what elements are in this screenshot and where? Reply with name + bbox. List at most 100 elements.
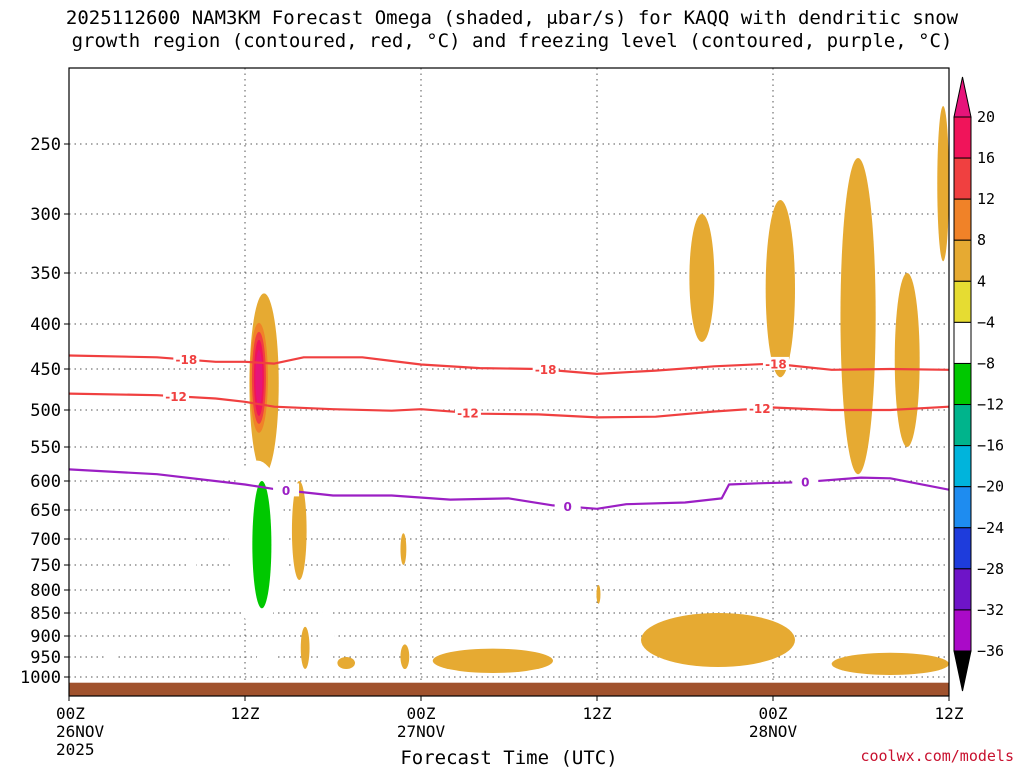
omega-region xyxy=(382,340,397,429)
omega-region xyxy=(894,273,920,447)
omega-region xyxy=(596,585,601,604)
contour-label-bg xyxy=(792,474,819,488)
colorbar-swatch xyxy=(953,609,972,652)
colorbar-tick-label: −12 xyxy=(977,396,1004,414)
colorbar-swatch xyxy=(953,280,972,323)
y-tick-label: 400 xyxy=(30,315,61,335)
colorbar-tick-label: −16 xyxy=(977,437,1004,455)
x-axis-label: Forecast Time (UTC) xyxy=(400,747,617,768)
contour-label-bg xyxy=(532,362,559,376)
x-tick-label: 12Z xyxy=(935,704,964,723)
omega-region xyxy=(689,214,715,342)
y-tick-label: 350 xyxy=(30,264,61,284)
omega-region xyxy=(831,652,949,676)
colorbar-swatch xyxy=(953,362,972,406)
contour-label: -12 xyxy=(457,406,479,420)
y-tick-label: 650 xyxy=(30,501,61,521)
terrain-fill xyxy=(69,682,949,696)
x-tick-label: 00Z xyxy=(407,704,436,723)
omega-region xyxy=(291,481,307,580)
colorbar: 20 16 12 8 4 −4 −8 −12 −16 −20 −24 −28 −32 −36 xyxy=(953,76,1004,692)
x-tick-label: 00Z xyxy=(759,704,788,723)
colorbar-tick-label: −8 xyxy=(977,354,995,372)
chart-title-line-2: growth region (contoured, red, °C) and f… xyxy=(71,30,953,52)
x-tick-label: 00Z xyxy=(56,704,85,723)
omega-region xyxy=(400,644,410,669)
contour-line xyxy=(69,354,949,375)
colorbar-swatch xyxy=(953,321,972,364)
x-tick-label: 26NOV xyxy=(56,722,105,741)
contour-label: -12 xyxy=(749,402,771,416)
y-tick-label: 950 xyxy=(30,648,61,668)
colorbar-tick-label: −4 xyxy=(977,313,995,331)
colorbar-swatch xyxy=(953,116,972,159)
contour-label-bg xyxy=(454,405,481,419)
colorbar-swatch xyxy=(953,445,972,488)
y-axis: 250 300 350 400 450 500 550 600 650 700 750 800 850 9… xyxy=(20,135,69,688)
colorbar-tick-label: −24 xyxy=(977,519,1004,537)
contour-label-bg xyxy=(746,401,773,415)
colorbar-swatch xyxy=(953,527,972,570)
omega-region xyxy=(400,533,407,565)
contour-label: 0 xyxy=(282,484,290,498)
y-tick-label: 850 xyxy=(30,604,61,624)
contour-label-bg xyxy=(762,356,789,370)
x-tick-label: 2025 xyxy=(56,740,95,759)
credit-text: coolwx.com/models xyxy=(860,747,1014,765)
contour-label-bg xyxy=(554,499,581,513)
contour-label: -18 xyxy=(175,353,197,367)
y-tick-label: 300 xyxy=(30,205,61,225)
omega-region xyxy=(840,158,876,475)
chart-title-line-1: 2025112600 NAM3KM Forecast Omega (shaded… xyxy=(65,7,959,29)
colorbar-tick-label: 16 xyxy=(977,149,995,167)
colorbar-tick-label: 20 xyxy=(977,108,995,126)
omega-region xyxy=(252,481,272,609)
omega-region xyxy=(186,527,197,590)
contour-label-bg xyxy=(273,483,300,497)
colorbar-swatch xyxy=(953,486,972,529)
contour-label-bg xyxy=(173,352,200,366)
x-tick-label: 12Z xyxy=(583,704,612,723)
colorbar-swatch xyxy=(953,568,972,611)
contour-label: 0 xyxy=(563,500,571,514)
y-tick-label: 250 xyxy=(30,135,61,155)
omega-region xyxy=(256,644,278,677)
y-tick-label: 900 xyxy=(30,627,61,647)
y-tick-label: 750 xyxy=(30,556,61,576)
contour-label: -18 xyxy=(535,363,557,377)
x-tick-label: 27NOV xyxy=(397,722,446,741)
colorbar-tick-label: −20 xyxy=(977,478,1004,496)
omega-region-band xyxy=(255,349,263,406)
colorbar-tick-label: 4 xyxy=(977,272,986,290)
y-tick-label: 1000 xyxy=(20,668,61,688)
omega-shading xyxy=(105,106,949,677)
omega-region xyxy=(105,650,118,675)
plot-area xyxy=(69,68,949,696)
contour-label: -12 xyxy=(165,390,187,404)
y-tick-label: 700 xyxy=(30,530,61,550)
colorbar-top-arrow xyxy=(953,76,972,118)
terrain-surface xyxy=(69,682,949,696)
colorbar-swatch xyxy=(953,198,972,241)
y-tick-label: 600 xyxy=(30,472,61,492)
colorbar-tick-label: −28 xyxy=(977,560,1004,578)
contour-lines: -18 -18 -18 -12 -12 -12 0 0 0 xyxy=(69,352,949,514)
y-tick-label: 450 xyxy=(30,360,61,380)
y-tick-label: 500 xyxy=(30,401,61,421)
colorbar-tick-label: 12 xyxy=(977,190,995,208)
grid-lines xyxy=(68,68,950,696)
omega-region xyxy=(765,200,795,378)
omega-region xyxy=(319,603,335,668)
omega-region xyxy=(432,648,553,673)
colorbar-swatch xyxy=(953,404,972,447)
x-tick-label: 28NOV xyxy=(749,722,798,741)
colorbar-swatch xyxy=(953,157,972,200)
omega-region xyxy=(300,626,310,670)
omega-region xyxy=(337,657,356,669)
colorbar-tick-label: −36 xyxy=(977,642,1004,660)
y-tick-label: 800 xyxy=(30,581,61,601)
colorbar-swatch xyxy=(953,239,972,282)
contour-label: 0 xyxy=(801,475,809,489)
